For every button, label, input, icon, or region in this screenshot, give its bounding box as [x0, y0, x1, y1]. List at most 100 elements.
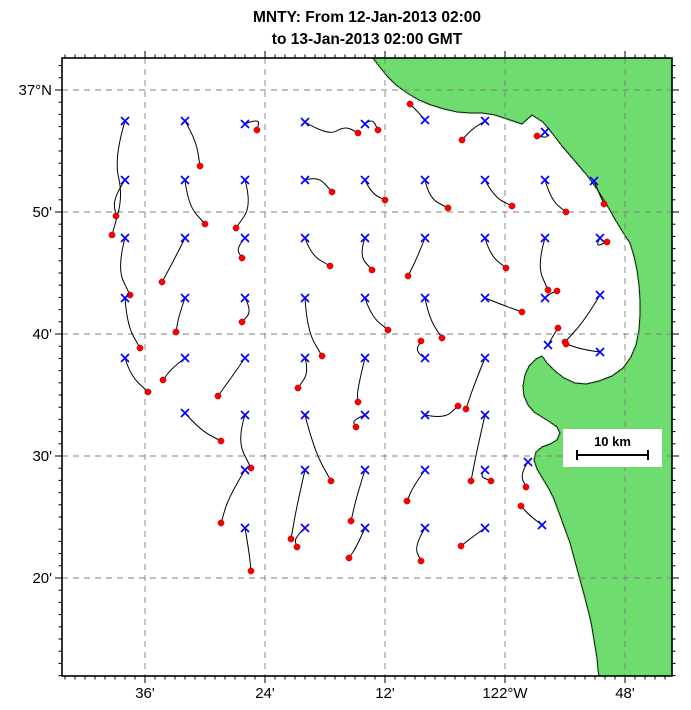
- trajectory-path: [539, 237, 549, 291]
- trajectory-path: [304, 121, 359, 134]
- blue-x-icon: [240, 465, 250, 475]
- blue-x-icon: [480, 465, 490, 475]
- map-content: 10 km: [62, 58, 672, 676]
- red-dot-icon: [518, 308, 526, 316]
- x-axis-tick-label: 36': [135, 685, 155, 702]
- red-dot-icon: [462, 405, 470, 413]
- red-dot-icon: [417, 337, 425, 345]
- trajectory-path: [304, 178, 333, 193]
- blue-x-icon: [420, 523, 430, 533]
- blue-x-icon: [420, 175, 430, 185]
- blue-x-icon: [480, 293, 490, 303]
- blue-x-icon: [540, 175, 550, 185]
- blue-x-icon: [595, 290, 605, 300]
- trajectory-path: [304, 297, 323, 357]
- red-dot-icon: [159, 376, 167, 384]
- blue-x-icon: [300, 175, 310, 185]
- red-dot-icon: [201, 220, 209, 228]
- axis-labels: 37°N 50' 40' 30' 20' 36' 24' 12' 122°W 48': [18, 82, 634, 702]
- blue-x-icon: [420, 293, 430, 303]
- red-dot-icon: [603, 238, 611, 246]
- trajectory-path: [544, 179, 567, 213]
- blue-x-icon: [480, 233, 490, 243]
- red-dot-icon: [352, 423, 360, 431]
- blue-x-icon: [543, 340, 553, 350]
- trajectory-path: [304, 237, 331, 267]
- blue-x-icon: [240, 119, 250, 129]
- red-dot-icon: [238, 254, 246, 262]
- figure-title-line1: MNTY: From 12-Jan-2013 02:00: [253, 9, 481, 26]
- red-dot-icon: [328, 188, 336, 196]
- red-dot-icon: [238, 318, 246, 326]
- blue-x-icon: [180, 175, 190, 185]
- blue-x-icon: [480, 410, 490, 420]
- trajectory-path: [161, 237, 186, 283]
- map-frame: [55, 51, 679, 683]
- blue-x-icon: [240, 410, 250, 420]
- trajectory-path: [217, 357, 246, 397]
- red-dot-icon: [533, 132, 541, 140]
- x-axis-tick-label: 48': [615, 685, 635, 702]
- blue-x-icon: [360, 523, 370, 533]
- red-dot-icon: [196, 162, 204, 170]
- trajectory-path: [297, 357, 308, 389]
- red-dot-icon: [444, 204, 452, 212]
- blue-x-icon: [420, 465, 430, 475]
- blue-x-icon: [540, 293, 550, 303]
- blue-x-icon: [360, 175, 370, 185]
- red-dot-icon: [347, 517, 355, 525]
- red-dot-icon: [253, 126, 261, 134]
- red-dot-icon: [318, 352, 326, 360]
- trajectory-path: [564, 294, 601, 343]
- scale-bar-backing: [563, 429, 662, 467]
- red-dot-icon: [508, 202, 516, 210]
- trajectory-path: [124, 297, 141, 349]
- trajectory-path: [364, 297, 389, 331]
- plot-frame: [61, 57, 673, 677]
- blue-x-icon: [240, 353, 250, 363]
- blue-x-icon: [240, 175, 250, 185]
- red-dot-icon: [384, 326, 392, 334]
- blue-x-icon: [120, 233, 130, 243]
- trajectory-path: [593, 180, 605, 205]
- red-dot-icon: [562, 208, 570, 216]
- blue-x-icon: [589, 176, 599, 186]
- trajectory-path: [175, 297, 186, 333]
- trajectory-path: [235, 179, 249, 229]
- blue-x-icon: [300, 233, 310, 243]
- trajectory-path: [565, 343, 601, 353]
- trajectory-path: [241, 297, 250, 323]
- blue-x-icon: [420, 233, 430, 243]
- blue-x-icon: [360, 410, 370, 420]
- blue-x-icon: [595, 233, 605, 243]
- y-axis-tick-label: 20': [32, 570, 52, 587]
- blue-x-icon: [360, 465, 370, 475]
- red-dot-icon: [417, 557, 425, 565]
- red-dot-icon: [467, 477, 475, 485]
- red-dot-icon: [136, 344, 144, 352]
- trajectory-path: [113, 179, 126, 217]
- blue-x-icon: [523, 457, 533, 467]
- red-dot-icon: [381, 196, 389, 204]
- x-axis-tick-label: 122°W: [482, 685, 528, 702]
- blue-x-icon: [300, 293, 310, 303]
- trajectory-path: [356, 357, 366, 403]
- red-dot-icon: [172, 328, 180, 336]
- blue-x-icon: [180, 353, 190, 363]
- red-dot-icon: [438, 334, 446, 342]
- trajectory-path: [290, 469, 306, 540]
- blue-x-icon: [360, 233, 370, 243]
- blue-x-icon: [240, 233, 250, 243]
- blue-x-icon: [360, 353, 370, 363]
- blue-x-icon: [420, 115, 430, 125]
- trajectory-path: [364, 179, 386, 201]
- blue-x-icon: [240, 293, 250, 303]
- red-dot-icon: [368, 266, 376, 274]
- blue-x-icon: [537, 520, 547, 530]
- trajectory-path: [350, 469, 366, 522]
- blue-x-icon: [540, 127, 550, 137]
- red-dot-icon: [287, 535, 295, 543]
- y-axis-tick-label: 30': [32, 448, 52, 465]
- red-dot-icon: [217, 519, 225, 527]
